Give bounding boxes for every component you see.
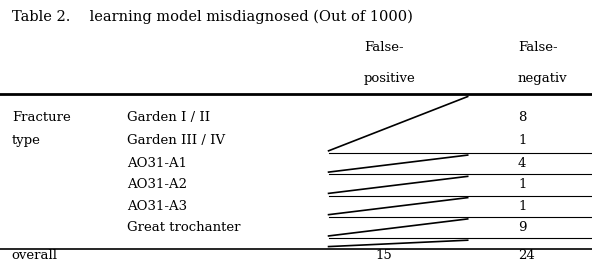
Text: 4: 4 — [518, 157, 526, 170]
Text: False-: False- — [518, 41, 558, 54]
Text: AO31-A2: AO31-A2 — [127, 178, 187, 191]
Text: Garden III / IV: Garden III / IV — [127, 135, 226, 147]
Text: 9: 9 — [518, 222, 526, 234]
Text: type: type — [12, 135, 41, 147]
Text: negativ: negativ — [518, 72, 568, 85]
Text: Fracture: Fracture — [12, 111, 70, 123]
Text: Table 2.  learning model misdiagnosed (Out of 1000): Table 2. learning model misdiagnosed (Ou… — [12, 9, 413, 24]
Text: 1: 1 — [518, 200, 526, 213]
Text: AO31-A1: AO31-A1 — [127, 157, 187, 170]
Text: False-: False- — [364, 41, 404, 54]
Text: 1: 1 — [518, 178, 526, 191]
Text: Great trochanter: Great trochanter — [127, 222, 241, 234]
Text: 8: 8 — [518, 111, 526, 123]
Text: 15: 15 — [376, 249, 392, 262]
Text: 24: 24 — [518, 249, 535, 262]
Text: overall: overall — [12, 249, 58, 262]
Text: AO31-A3: AO31-A3 — [127, 200, 188, 213]
Text: 1: 1 — [518, 135, 526, 147]
Text: positive: positive — [364, 72, 416, 85]
Text: Garden I / II: Garden I / II — [127, 111, 210, 123]
